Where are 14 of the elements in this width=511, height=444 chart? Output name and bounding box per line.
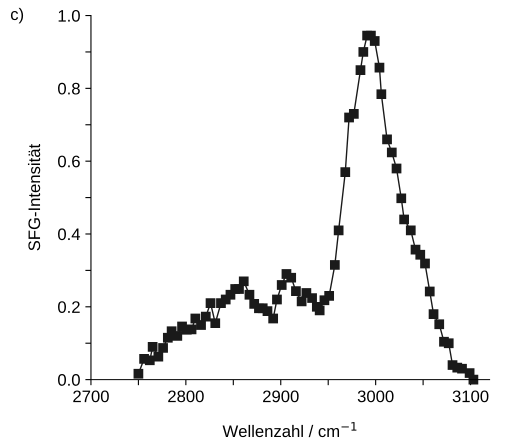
x-tick-label: 2800 bbox=[168, 390, 204, 402]
y-tick-label: 1.0 bbox=[58, 10, 80, 22]
y-tick-label: 0.8 bbox=[58, 82, 80, 95]
y-tick-label: 0.4 bbox=[58, 228, 80, 240]
x-tick-label: 2900 bbox=[263, 390, 299, 402]
x-tick-label: 2700 bbox=[73, 390, 109, 402]
x-tick-label: 3000 bbox=[358, 390, 394, 402]
text: c) bbox=[10, 8, 24, 24]
y-tick-label: 0.6 bbox=[58, 156, 80, 168]
y-tick-label: 0.2 bbox=[58, 301, 80, 314]
x-axis-title: Wellenzahl / cm$^{−1}$ bbox=[222, 422, 356, 438]
x-tick-label: 3100 bbox=[452, 390, 488, 402]
y-tick-label: 0.0 bbox=[58, 374, 80, 386]
y-axis-title: SFG-Intensität bbox=[28, 144, 40, 251]
